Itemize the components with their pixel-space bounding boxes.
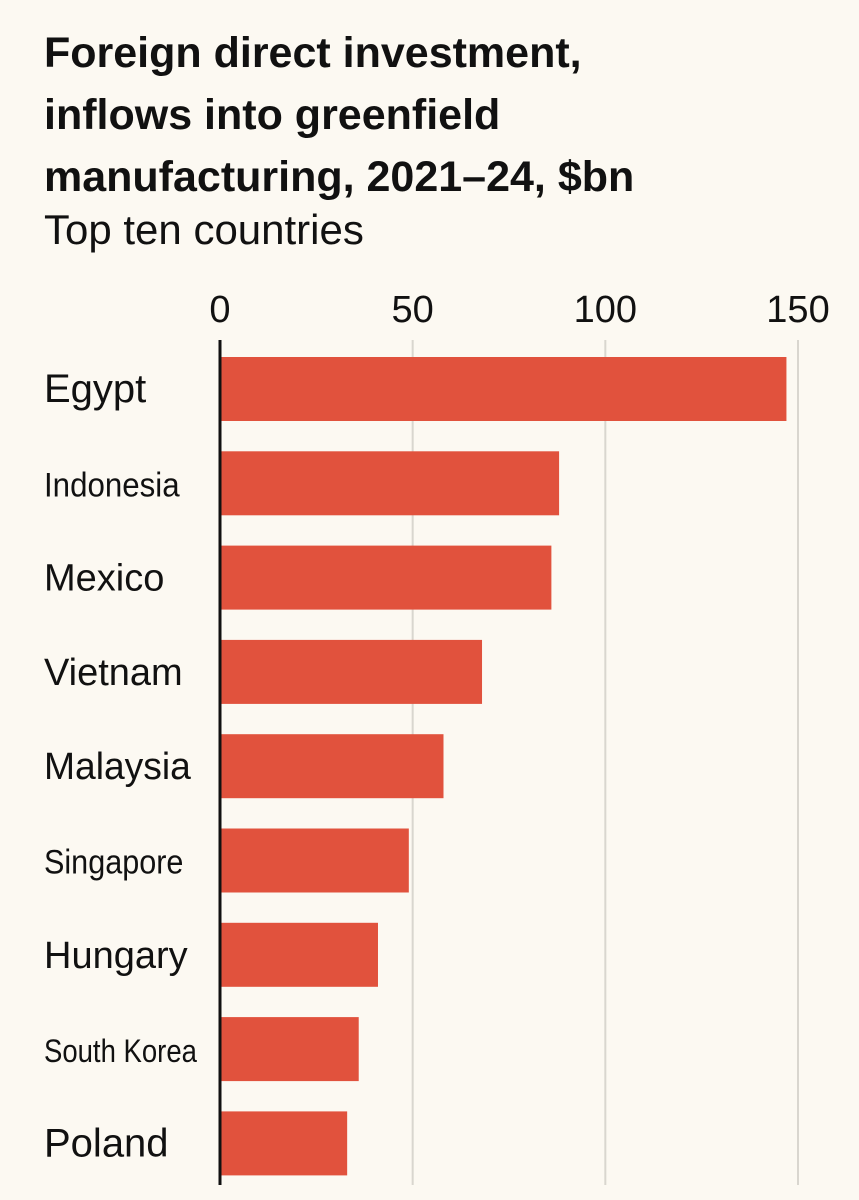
chart-title-line: Foreign direct investment,	[44, 29, 582, 77]
bar	[220, 1017, 359, 1082]
chart-title: Foreign direct investment, inflows into …	[44, 22, 844, 208]
bar	[220, 451, 560, 516]
category-label: Hungary	[44, 935, 188, 977]
category-label: South Korea	[44, 1034, 197, 1069]
chart-subtitle: Top ten countries	[44, 206, 364, 253]
category-label: Mexico	[44, 558, 164, 600]
bar	[220, 922, 378, 987]
category-label: Egypt	[44, 367, 146, 411]
bar	[220, 1111, 348, 1176]
bar	[220, 734, 444, 799]
bar	[220, 357, 787, 421]
category-label: Singapore	[44, 843, 183, 881]
category-label: Malaysia	[44, 745, 191, 787]
category-label: Poland	[44, 1121, 169, 1165]
x-tick-label: 0	[209, 289, 230, 331]
chart-title-line: manufacturing, 2021–24, $bn	[44, 153, 635, 201]
bar	[220, 639, 483, 704]
bar	[220, 545, 552, 610]
x-tick-label: 150	[766, 289, 829, 331]
x-tick-label: 100	[574, 289, 637, 331]
bar	[220, 828, 409, 893]
category-label: Indonesia	[44, 465, 180, 504]
chart-title-line: inflows into greenfield	[44, 91, 501, 139]
x-tick-label: 50	[392, 289, 434, 331]
category-label: Vietnam	[44, 652, 183, 694]
